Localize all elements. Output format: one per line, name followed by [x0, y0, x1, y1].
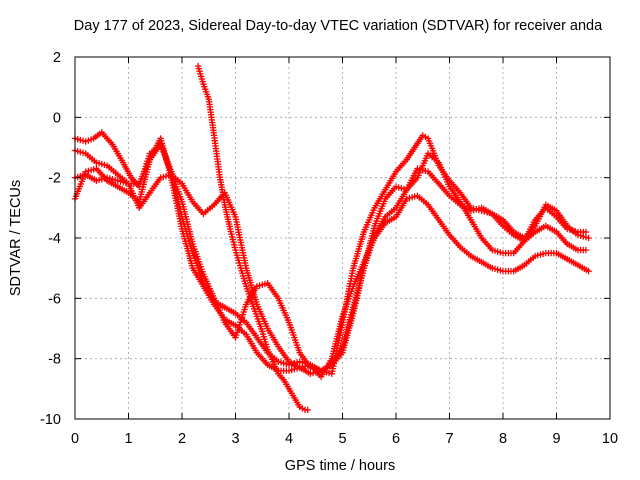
- series-layer: [71, 62, 592, 414]
- series-track-e: [194, 62, 311, 414]
- x-tick-label: 7: [445, 431, 453, 447]
- x-tick-label: 8: [499, 431, 507, 447]
- y-tick-label: 0: [53, 110, 61, 126]
- y-tick-label: 2: [53, 50, 61, 66]
- x-tick-label: 4: [285, 431, 293, 447]
- x-tick-label: 5: [338, 431, 346, 447]
- x-tick-label: 3: [231, 431, 239, 447]
- chart-title: Day 177 of 2023, Sidereal Day-to-day VTE…: [74, 18, 603, 34]
- x-tick-label: 9: [552, 431, 560, 447]
- x-tick-label: 1: [124, 431, 132, 447]
- x-axis-label: GPS time / hours: [285, 458, 395, 474]
- y-tick-label: -6: [48, 291, 61, 307]
- x-tick-label: 0: [71, 431, 79, 447]
- y-tick-label: -4: [48, 231, 61, 247]
- x-tick-label: 6: [392, 431, 400, 447]
- plot-area-frame: [74, 56, 611, 420]
- tick-layer: 0 1 2 3 4 5 6 7 8 9 10 -10 -8 -6 -4 -2 0 2: [40, 50, 618, 447]
- y-tick-label: -2: [48, 171, 61, 187]
- x-tick-label: 2: [178, 431, 186, 447]
- y-tick-label: -8: [48, 352, 61, 368]
- y-tick-label: -10: [40, 412, 61, 428]
- series-track-d: [71, 141, 592, 380]
- x-tick-label: 10: [602, 431, 618, 447]
- y-axis-label: SDTVAR / TECUs: [8, 180, 24, 296]
